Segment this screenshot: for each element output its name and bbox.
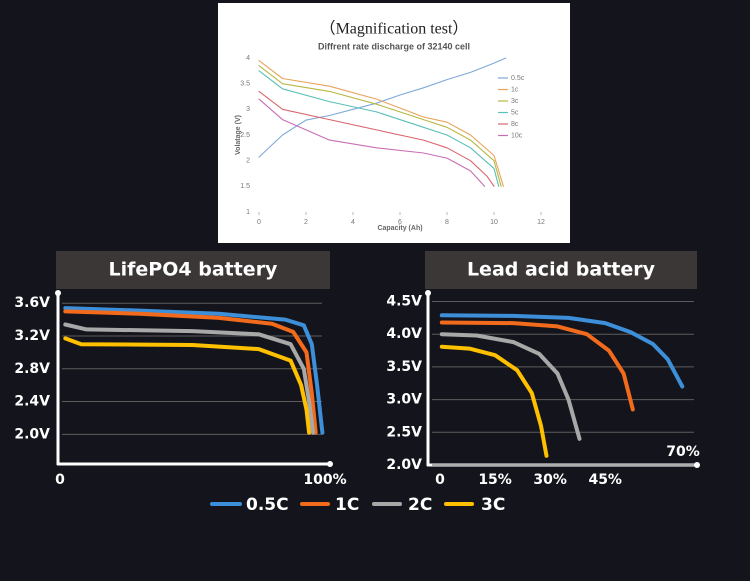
x-tick-label: 2: [304, 219, 308, 226]
y-tick-label: 2.5V: [386, 424, 422, 440]
x-tick-label: 70%: [666, 444, 700, 460]
legend-label: 0.5c: [511, 75, 525, 82]
y-tick-label: 2.8V: [14, 361, 50, 377]
series-line: [258, 98, 486, 187]
y-tick-label: 1.5: [240, 183, 250, 190]
series-line: [63, 336, 312, 435]
series-line: [63, 306, 325, 435]
legend-label: 5c: [511, 109, 519, 116]
y-tick-label: 2.0V: [386, 457, 422, 473]
y-tick-label: 3.5V: [386, 359, 422, 375]
series-line: [258, 90, 495, 187]
x-tick-label: 0: [435, 472, 445, 488]
header-box: [425, 251, 697, 289]
chart-subtitle: Diffrent rate discharge of 32140 cell: [318, 41, 470, 51]
x-tick-label: 12: [537, 219, 545, 226]
axis-end: [327, 461, 333, 467]
y-tick-label: 3.2V: [14, 328, 50, 344]
series-line: [439, 313, 685, 389]
legend-label: 2C: [408, 495, 432, 515]
y-tick-label: 3.0V: [386, 392, 422, 408]
x-tick-label: 45%: [588, 472, 622, 488]
y-tick-label: 4: [246, 55, 250, 62]
chart-title: LifePO4 battery: [109, 259, 279, 281]
axis-end: [55, 290, 61, 296]
y-tick-label: 3.6V: [14, 295, 50, 311]
x-tick-label: 8: [445, 219, 449, 226]
x-tick-label: 0: [55, 472, 65, 488]
legend-label: 3c: [511, 98, 519, 105]
header-box: [56, 251, 330, 289]
x-tick-label: 0: [257, 219, 261, 226]
legend-label: 0.5C: [246, 495, 289, 515]
x-axis-label: Capacity (Ah): [377, 225, 422, 232]
series-line: [63, 322, 316, 435]
x-tick-label: 100%: [303, 472, 346, 488]
legend-label: 1C: [335, 495, 359, 515]
chart-title: （Magnification test）: [320, 20, 469, 38]
axis-end: [425, 290, 431, 296]
x-tick-label: 6: [398, 219, 402, 226]
legend-label: 8c: [511, 121, 519, 128]
series-line: [63, 309, 318, 435]
series-line: [258, 70, 500, 187]
y-tick-label: 2: [246, 158, 250, 165]
series-line: [258, 60, 504, 187]
y-tick-label: 2.5: [240, 132, 250, 139]
legend-label: 3C: [481, 495, 505, 515]
y-tick-label: 1: [246, 209, 250, 216]
x-tick-label: 30%: [533, 472, 567, 488]
y-tick-label: 3.5: [240, 81, 250, 88]
x-tick-label: 10: [490, 219, 498, 226]
x-tick-label: 4: [351, 219, 355, 226]
y-tick-label: 3: [246, 106, 250, 113]
series-line: [258, 57, 507, 158]
chart-title: Lead acid battery: [467, 259, 656, 281]
x-tick-label: 15%: [478, 472, 512, 488]
y-axis-label: Volatage (V): [235, 115, 242, 155]
series-line: [439, 320, 635, 412]
series-line: [258, 65, 502, 187]
legend-label: 10c: [511, 132, 523, 139]
series-line: [439, 344, 549, 458]
y-tick-label: 4.5V: [386, 294, 422, 310]
top-chart-panel: [218, 3, 570, 243]
axis-end: [694, 462, 700, 468]
y-tick-label: 2.0V: [14, 426, 50, 442]
y-tick-label: 2.4V: [14, 394, 50, 410]
series-line: [439, 332, 582, 441]
y-tick-label: 4.0V: [386, 326, 422, 342]
legend-label: 1c: [511, 86, 519, 93]
